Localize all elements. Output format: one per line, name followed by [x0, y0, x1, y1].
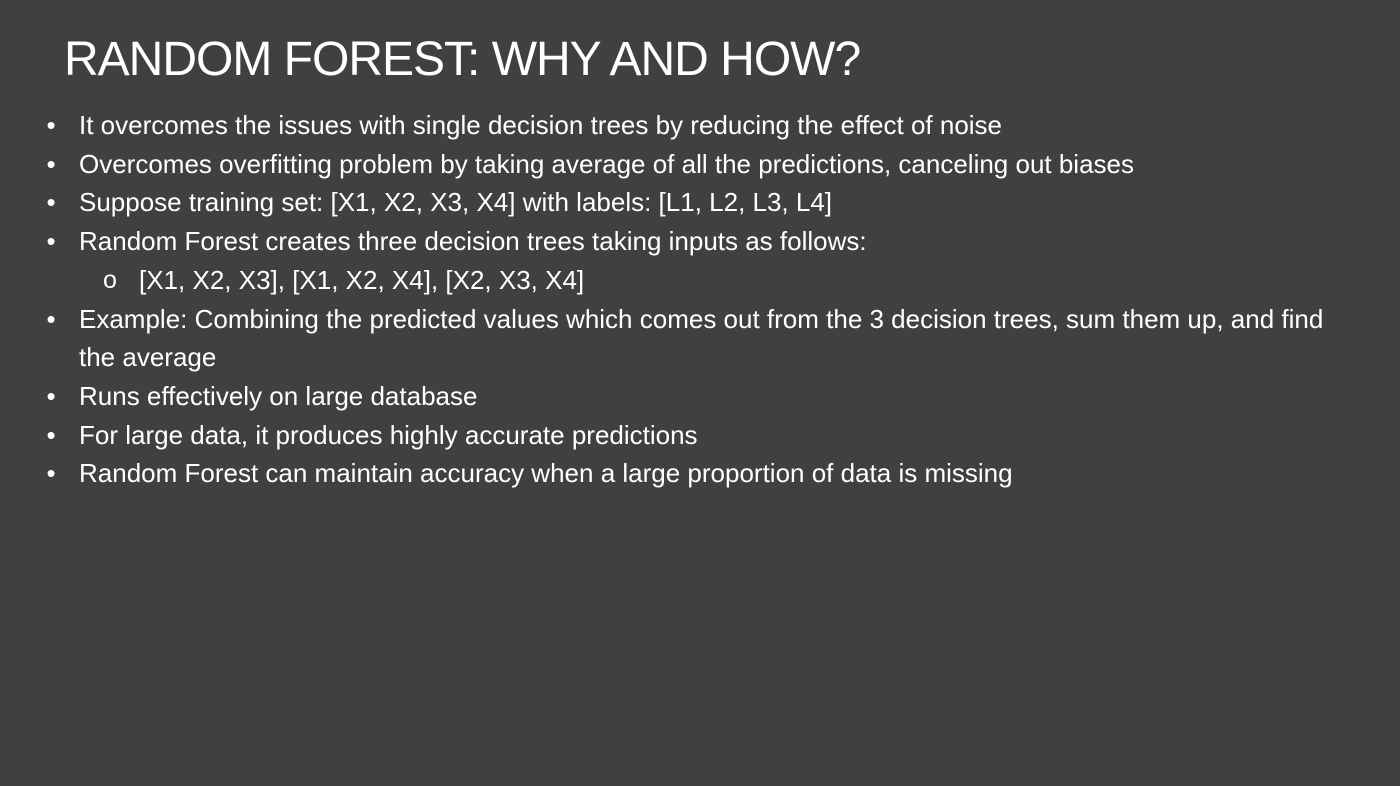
- bullet-marker: •: [46, 187, 56, 218]
- bullet-text: For large data, it produces highly accur…: [79, 419, 698, 450]
- bullet-marker: •: [46, 226, 56, 257]
- bullet-text: Random Forest can maintain accuracy when…: [79, 458, 1013, 489]
- bullet-text: Overcomes overfitting problem by taking …: [79, 148, 1135, 179]
- sub-bullet-text: [X1, X2, X3], [X1, X2, X4], [X2, X3, X4]: [139, 264, 585, 295]
- bullet-item-missing-data: • Random Forest can maintain accuracy wh…: [44, 454, 1364, 493]
- bullet-item-three-trees: • Random Forest creates three decision t…: [44, 222, 1364, 299]
- bullet-item-example: • Example: Combining the predicted value…: [44, 300, 1364, 377]
- slide-title: RANDOM FOREST: WHY AND HOW?: [64, 33, 861, 86]
- bullet-list: • It overcomes the issues with single de…: [44, 106, 1364, 493]
- sub-bullet-item: o [X1, X2, X3], [X1, X2, X4], [X2, X3, X…: [79, 261, 1364, 300]
- bullet-item-training-set: • Suppose training set: [X1, X2, X3, X4]…: [44, 183, 1364, 222]
- sub-bullet-marker: o: [103, 265, 117, 294]
- sub-list: o [X1, X2, X3], [X1, X2, X4], [X2, X3, X…: [79, 261, 1364, 300]
- bullet-marker: •: [46, 380, 56, 411]
- bullet-marker: •: [46, 110, 56, 140]
- bullet-item-large-database: • Runs effectively on large database: [44, 377, 1364, 416]
- bullet-text: Runs effectively on large database: [79, 380, 478, 411]
- bullet-text: Suppose training set: [X1, X2, X3, X4] w…: [79, 187, 833, 218]
- bullet-item-overfitting: • Overcomes overfitting problem by takin…: [44, 145, 1364, 184]
- bullet-marker: •: [46, 458, 56, 489]
- bullet-item-noise: • It overcomes the issues with single de…: [44, 106, 1364, 145]
- bullet-text: Random Forest creates three decision tre…: [79, 226, 867, 257]
- bullet-item-accurate-predictions: • For large data, it produces highly acc…: [44, 416, 1364, 455]
- bullet-marker: •: [46, 419, 56, 450]
- bullet-text: Example: Combining the predicted values …: [79, 303, 1324, 373]
- bullet-marker: •: [46, 148, 56, 179]
- bullet-marker: •: [46, 303, 56, 334]
- bullet-text: It overcomes the issues with single deci…: [79, 110, 1003, 140]
